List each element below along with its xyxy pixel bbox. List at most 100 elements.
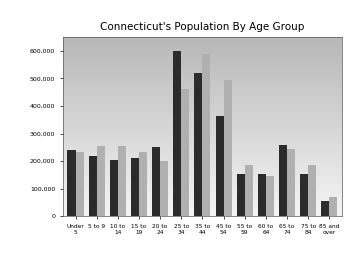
- Bar: [63, 208, 342, 209]
- Bar: [224, 80, 232, 216]
- Bar: [131, 158, 139, 216]
- Bar: [63, 132, 342, 134]
- Bar: [63, 57, 342, 59]
- Bar: [160, 161, 168, 216]
- Bar: [63, 50, 342, 51]
- Bar: [63, 39, 342, 41]
- Bar: [63, 59, 342, 60]
- Bar: [63, 145, 342, 147]
- Bar: [63, 161, 342, 163]
- Bar: [216, 116, 224, 216]
- Bar: [63, 78, 342, 80]
- Bar: [63, 118, 342, 120]
- Bar: [152, 147, 160, 216]
- Bar: [63, 80, 342, 82]
- Bar: [63, 123, 342, 125]
- Bar: [63, 130, 342, 132]
- Bar: [258, 174, 266, 216]
- Bar: [63, 164, 342, 166]
- Bar: [97, 146, 105, 216]
- Bar: [63, 105, 342, 107]
- Bar: [63, 181, 342, 182]
- Bar: [181, 89, 189, 216]
- Bar: [63, 186, 342, 188]
- Bar: [63, 155, 342, 157]
- Bar: [266, 176, 274, 216]
- Bar: [63, 188, 342, 190]
- Bar: [63, 103, 342, 105]
- Title: Connecticut's Population By Age Group: Connecticut's Population By Age Group: [100, 22, 305, 32]
- Bar: [63, 120, 342, 121]
- Bar: [63, 95, 342, 96]
- Bar: [279, 145, 287, 216]
- Bar: [63, 138, 342, 139]
- Bar: [63, 125, 342, 127]
- Bar: [67, 150, 75, 216]
- Bar: [63, 193, 342, 195]
- Bar: [63, 62, 342, 64]
- Bar: [63, 141, 342, 143]
- Bar: [237, 174, 245, 216]
- Bar: [63, 42, 342, 44]
- Bar: [63, 139, 342, 141]
- Bar: [63, 109, 342, 111]
- Bar: [63, 82, 342, 84]
- Bar: [63, 91, 342, 93]
- Bar: [63, 93, 342, 95]
- Bar: [75, 152, 83, 216]
- Bar: [63, 69, 342, 71]
- Bar: [63, 172, 342, 173]
- Bar: [63, 98, 342, 100]
- Bar: [63, 87, 342, 89]
- Bar: [63, 154, 342, 155]
- Bar: [300, 174, 308, 216]
- Bar: [63, 200, 342, 202]
- Bar: [63, 51, 342, 53]
- Bar: [63, 166, 342, 168]
- Bar: [63, 204, 342, 206]
- Bar: [63, 199, 342, 200]
- Bar: [63, 89, 342, 91]
- Bar: [63, 46, 342, 48]
- Bar: [63, 84, 342, 86]
- Bar: [63, 143, 342, 145]
- Bar: [118, 146, 126, 216]
- Bar: [63, 77, 342, 78]
- Bar: [63, 197, 342, 199]
- Bar: [63, 202, 342, 204]
- Bar: [63, 147, 342, 148]
- Bar: [63, 182, 342, 184]
- Bar: [63, 48, 342, 50]
- Bar: [245, 165, 253, 216]
- Bar: [63, 191, 342, 193]
- Bar: [63, 190, 342, 191]
- Bar: [63, 136, 342, 138]
- Bar: [63, 53, 342, 55]
- Bar: [63, 116, 342, 118]
- Bar: [308, 165, 316, 216]
- Bar: [63, 173, 342, 175]
- Bar: [63, 111, 342, 112]
- Bar: [287, 149, 295, 216]
- Bar: [63, 215, 342, 216]
- Bar: [63, 211, 342, 213]
- Bar: [63, 127, 342, 129]
- Bar: [63, 73, 342, 75]
- Bar: [63, 195, 342, 197]
- Bar: [63, 157, 342, 159]
- Bar: [63, 100, 342, 102]
- Bar: [63, 41, 342, 42]
- Bar: [63, 71, 342, 73]
- Bar: [63, 64, 342, 66]
- Bar: [63, 66, 342, 68]
- Bar: [63, 129, 342, 130]
- Bar: [63, 68, 342, 69]
- Bar: [63, 55, 342, 57]
- Bar: [63, 96, 342, 98]
- Bar: [139, 152, 147, 216]
- Bar: [63, 168, 342, 170]
- Bar: [63, 60, 342, 62]
- Bar: [63, 37, 342, 39]
- Bar: [63, 102, 342, 103]
- Bar: [63, 150, 342, 152]
